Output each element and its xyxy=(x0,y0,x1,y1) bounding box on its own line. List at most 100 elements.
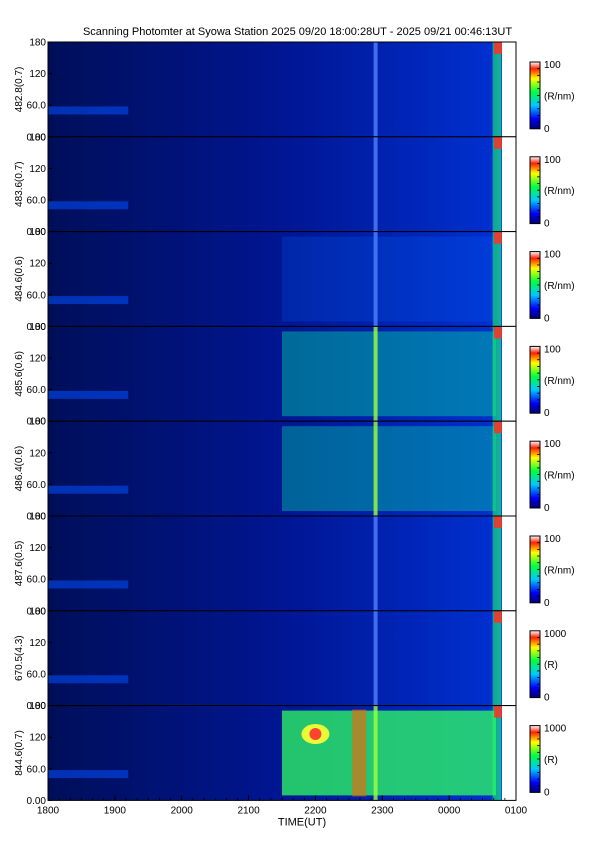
y-tick-label: 180 xyxy=(29,38,46,49)
y-tick-label: 180 xyxy=(29,322,46,333)
y-tick-label: 120 xyxy=(29,354,46,365)
panel-2: 0.00 60.0 120 180 483.6(0.7) 100 (R/nm) 0 xyxy=(14,132,575,238)
colorbar-min: 0 xyxy=(544,503,550,514)
panel-1: 0.00 60.0 120 180 482.8(0.7) 100 (R/nm) 0 xyxy=(14,38,575,144)
emission-band xyxy=(48,390,129,399)
dawn-glow-peak xyxy=(494,231,502,244)
panel-ylabel: 486.4(0.6) xyxy=(14,446,25,492)
emission-spike xyxy=(373,136,378,232)
panel-8: 0.00 60.0 120 180 844.6(0.7) 1000 (R) 0 xyxy=(14,701,567,807)
emission-spike xyxy=(373,42,378,137)
x-tick-label: 2200 xyxy=(304,805,327,816)
x-tick-label: 2300 xyxy=(371,805,394,816)
panel-3: 0.00 60.0 120 180 484.6(0.6) 100 (R/nm) 0 xyxy=(14,227,575,333)
no-data-strip xyxy=(502,516,516,611)
colorbar-max: 100 xyxy=(544,60,561,71)
emission-activity xyxy=(282,710,496,796)
y-tick-label: 0.00 xyxy=(27,227,47,238)
no-data-strip xyxy=(502,231,516,327)
emission-band xyxy=(48,675,129,684)
colorbar-max: 1000 xyxy=(544,629,567,640)
emission-peak-column xyxy=(352,709,367,797)
colorbar-max: 100 xyxy=(544,534,561,545)
no-data-strip xyxy=(502,136,516,232)
y-tick-label: 120 xyxy=(29,543,46,554)
y-tick-label: 180 xyxy=(29,227,46,238)
y-tick-label: 120 xyxy=(29,259,46,270)
colorbar-max: 100 xyxy=(544,250,561,261)
dawn-glow-peak xyxy=(494,136,502,149)
colorbar-min: 0 xyxy=(544,408,550,419)
y-tick-label: 60.0 xyxy=(27,575,47,586)
emission-spike xyxy=(373,421,378,516)
emission-band xyxy=(48,201,129,210)
colorbar-max: 100 xyxy=(544,155,561,166)
emission-spike xyxy=(373,610,378,706)
panel-7: 0.00 60.0 120 180 670.5(4.3) 1000 (R) 0 xyxy=(14,606,567,712)
no-data-strip xyxy=(502,705,516,801)
colorbar-unit: (R) xyxy=(544,755,558,766)
emission-spike xyxy=(373,516,378,611)
y-tick-label: 120 xyxy=(29,638,46,649)
emission-activity xyxy=(282,331,496,417)
y-tick-label: 60.0 xyxy=(27,764,47,775)
emission-activity xyxy=(282,236,496,322)
colorbar-max: 1000 xyxy=(544,724,567,735)
emission-activity xyxy=(282,426,496,511)
emission-base xyxy=(48,421,516,516)
y-tick-label: 180 xyxy=(29,417,46,428)
dawn-glow xyxy=(492,705,501,801)
dawn-glow xyxy=(492,136,501,232)
x-tick-label: 0100 xyxy=(505,805,528,816)
colorbar-unit: (R/nm) xyxy=(544,281,575,292)
dawn-glow-peak xyxy=(494,326,502,339)
panel-6: 0.00 60.0 120 180 487.6(0.5) 100 (R/nm) 0 xyxy=(14,512,575,618)
y-tick-label: 120 xyxy=(29,448,46,459)
y-tick-label: 60.0 xyxy=(27,670,47,681)
colorbar-max: 100 xyxy=(544,439,561,450)
colorbar-unit: (R/nm) xyxy=(544,565,575,576)
dawn-glow xyxy=(492,610,501,706)
panel-ylabel: 844.6(0.7) xyxy=(14,730,25,776)
dawn-glow xyxy=(492,421,501,516)
y-tick-label: 180 xyxy=(29,606,46,617)
emission-base xyxy=(48,231,516,327)
no-data-strip xyxy=(502,42,516,137)
y-tick-label: 0.00 xyxy=(27,796,47,807)
y-tick-label: 60.0 xyxy=(27,480,47,491)
emission-spike xyxy=(373,705,378,801)
emission-base xyxy=(48,136,516,232)
panel-ylabel: 482.8(0.7) xyxy=(14,67,25,113)
y-tick-label: 0.00 xyxy=(27,606,47,617)
y-tick-label: 0.00 xyxy=(27,701,47,712)
dawn-glow xyxy=(492,326,501,422)
dawn-glow-peak xyxy=(494,42,502,54)
panel-ylabel: 670.5(4.3) xyxy=(14,635,25,681)
panel-ylabel: 485.6(0.6) xyxy=(14,351,25,397)
emission-spike xyxy=(373,326,378,422)
emission-band xyxy=(48,770,129,779)
no-data-strip xyxy=(502,610,516,706)
colorbar-min: 0 xyxy=(544,598,550,609)
y-tick-label: 120 xyxy=(29,164,46,175)
no-data-strip xyxy=(502,421,516,516)
y-tick-label: 0.00 xyxy=(27,322,47,333)
colorbar-unit: (R/nm) xyxy=(544,376,575,387)
emission-band xyxy=(48,485,129,494)
colorbar-min: 0 xyxy=(544,219,550,230)
colorbar-min: 0 xyxy=(544,693,550,704)
emission-spike xyxy=(373,231,378,327)
colorbar-min: 0 xyxy=(544,787,550,798)
panel-ylabel: 484.6(0.6) xyxy=(14,256,25,302)
panel-4: 0.00 60.0 120 180 485.6(0.6) 100 (R/nm) 0 xyxy=(14,322,575,428)
y-tick-label: 60.0 xyxy=(27,101,47,112)
panel-ylabel: 483.6(0.7) xyxy=(14,161,25,207)
x-tick-label: 2000 xyxy=(171,805,194,816)
panel-ylabel: 487.6(0.5) xyxy=(14,541,25,587)
colorbar-unit: (R/nm) xyxy=(544,471,575,482)
x-tick-label: 2100 xyxy=(237,805,260,816)
dawn-glow-peak xyxy=(494,610,502,623)
y-tick-label: 60.0 xyxy=(27,385,47,396)
emission-band xyxy=(48,580,129,589)
dawn-glow-peak xyxy=(494,516,502,528)
